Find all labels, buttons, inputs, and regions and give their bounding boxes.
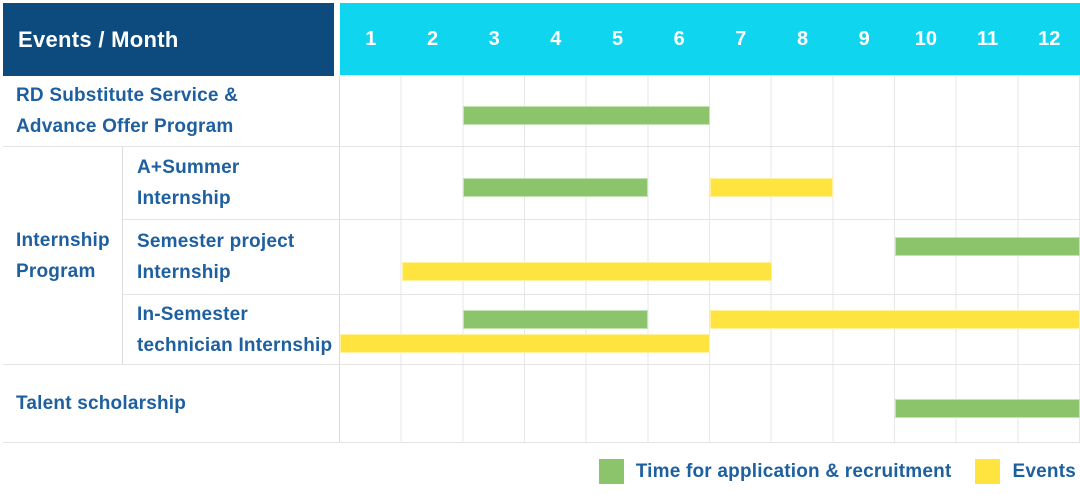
month-label: 6 xyxy=(673,27,685,50)
month-label: 12 xyxy=(1038,27,1061,50)
month-label: 10 xyxy=(914,27,937,50)
table-row: RD Substitute Service & Advance Offer Pro… xyxy=(3,76,1080,147)
row-label: Semester project Internship xyxy=(123,220,340,294)
month-label: 9 xyxy=(858,27,870,50)
gantt-bar-recruitment xyxy=(463,310,648,329)
month-label: 1 xyxy=(365,27,377,50)
row-label: A+Summer Internship xyxy=(123,147,340,219)
row-chart-area xyxy=(340,220,1080,294)
month-label: 4 xyxy=(550,27,562,50)
row-label-line: Program xyxy=(16,260,96,282)
legend-label: Events xyxy=(1012,460,1076,482)
row-chart-area xyxy=(340,365,1080,442)
month-label: 5 xyxy=(611,27,624,50)
month-header: 1 2 3 4 5 6 7 8 9 10 11 12 xyxy=(340,3,1080,76)
legend-item: Events xyxy=(975,459,1076,484)
table-row: Talent scholarship xyxy=(3,365,1080,443)
table-row: In-Semester technician Internship xyxy=(3,295,1080,365)
row-label-line: Internship xyxy=(137,262,231,283)
row-label-line: In-Semester xyxy=(137,303,248,325)
row-chart-area xyxy=(340,76,1080,146)
row-label-line: Advance Offer Program xyxy=(16,116,234,137)
legend-swatch-icon xyxy=(598,459,624,484)
group-label: Internship Program xyxy=(3,147,123,364)
row-label-line: Internship xyxy=(16,229,110,251)
row-label-line: Talent scholarship xyxy=(16,393,187,414)
month-label: 2 xyxy=(426,27,439,50)
gantt-bar-recruitment xyxy=(463,106,710,125)
row-chart-area xyxy=(340,147,1080,219)
row-label-line: Semester project xyxy=(137,231,295,252)
month-label: 7 xyxy=(735,27,747,50)
gantt-bar-recruitment xyxy=(895,399,1080,418)
gantt-bar-recruitment xyxy=(895,237,1080,256)
row-label-line: technician Internship xyxy=(137,334,333,356)
legend: Time for application & recruitment Events xyxy=(598,459,1076,484)
header-gap xyxy=(334,3,340,76)
gantt-bar-events xyxy=(402,262,772,281)
row-chart-area xyxy=(340,295,1080,364)
month-label: 8 xyxy=(796,27,809,50)
table-row: A+Summer Internship xyxy=(3,147,1080,220)
gantt-body: RD Substitute Service & Advance Offer Pro… xyxy=(3,76,1080,443)
table-row: Semester project Internship xyxy=(3,220,1080,295)
row-label-line: RD Substitute Service & xyxy=(16,85,239,106)
row-label: Talent scholarship xyxy=(3,365,340,442)
month-label: 3 xyxy=(488,27,500,50)
table-header: Events / Month 1 2 3 4 5 6 7 8 9 10 11 12 xyxy=(3,3,1080,76)
gantt-bar-events xyxy=(710,310,1080,329)
legend-swatch-icon xyxy=(975,459,1001,484)
gantt-bar-events xyxy=(340,334,710,353)
header-title: Events / Month xyxy=(3,3,334,76)
row-label: RD Substitute Service & Advance Offer Pro… xyxy=(3,76,340,146)
legend-label: Time for application & recruitment xyxy=(635,460,952,482)
legend-item: Time for application & recruitment xyxy=(598,459,952,484)
gantt-bar-recruitment xyxy=(463,178,648,197)
row-label-line: Internship xyxy=(137,188,231,209)
gantt-bar-events xyxy=(710,178,833,197)
row-label-line: A+Summer xyxy=(137,157,240,178)
month-label: 11 xyxy=(976,27,999,50)
row-label: In-Semester technician Internship xyxy=(123,295,340,364)
